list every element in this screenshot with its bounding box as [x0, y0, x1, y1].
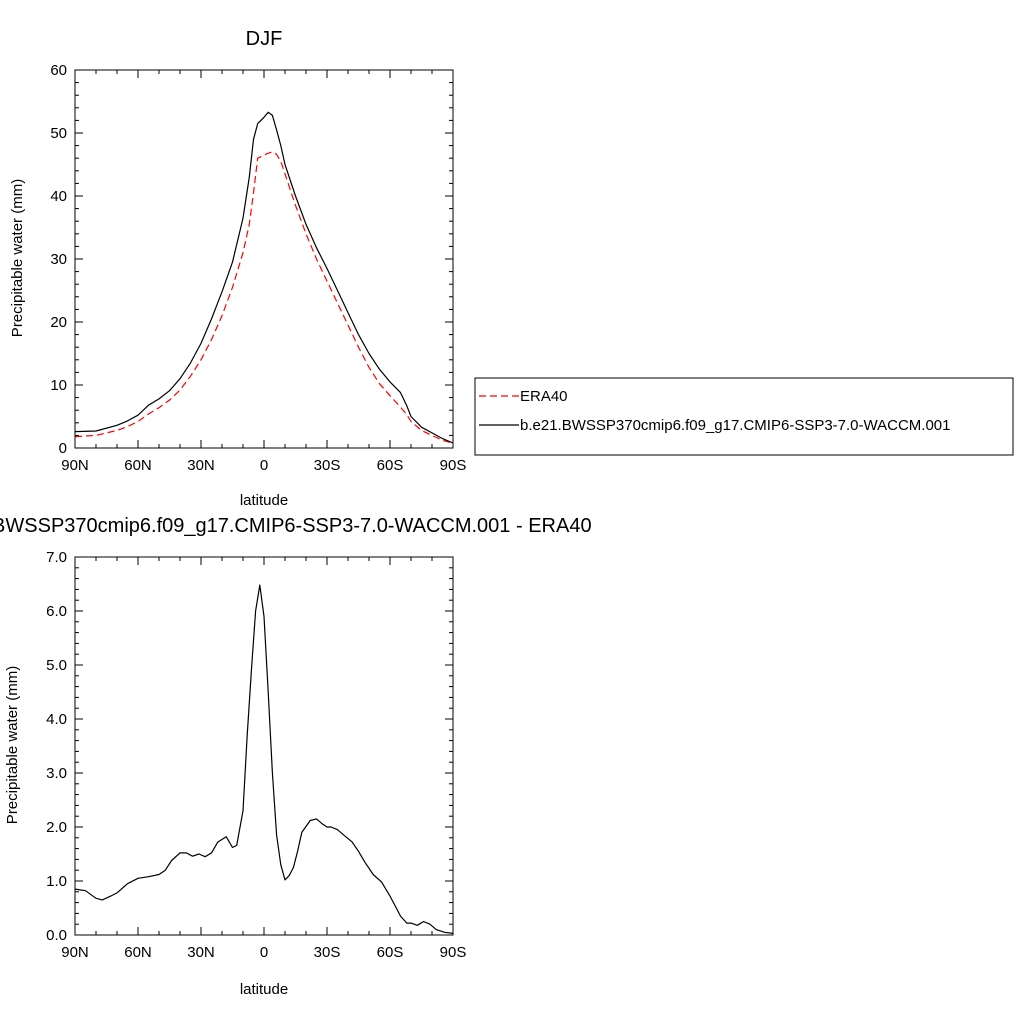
top-panel-y-tick-label: 0	[59, 440, 67, 457]
top-panel-x-ticks: 90N 60N 30N 0 30S 60S 90S	[61, 70, 466, 474]
top-panel-y-tick-label: 50	[50, 125, 67, 142]
top-panel-x-tick-label: 90N	[61, 457, 89, 474]
legend-box	[474, 377, 1014, 456]
bottom-panel-x-axis-label: latitude	[240, 981, 288, 998]
top-panel-y-tick-label: 40	[50, 188, 67, 205]
top-panel-y-tick-label: 10	[50, 377, 67, 394]
top-panel-y-axis-label: Precipitable water (mm)	[9, 179, 26, 337]
bottom-panel-y-tick-label: 0.0	[46, 927, 67, 944]
bottom-panel-series	[74, 584, 454, 934]
bottom-panel-x-tick-label: 90S	[440, 944, 467, 961]
bottom-panel-y-tick-label: 4.0	[46, 711, 67, 728]
top-panel-x-tick-label: 30N	[187, 457, 215, 474]
top-panel-plot-frame	[74, 69, 454, 449]
top-panel-y-tick-label: 20	[50, 314, 67, 331]
bottom-panel-y-tick-label: 2.0	[46, 819, 67, 836]
bottom-panel-x-tick-label: 90N	[61, 944, 89, 961]
top-panel-x-tick-label: 60S	[377, 457, 404, 474]
bottom-panel-y-ticks: 0.0 1.0 2.0 3.0 4.0 5.0 6.0 7.0	[46, 549, 453, 944]
top-panel-y-tick-label: 60	[50, 62, 67, 79]
bottom-panel-series-line-a	[74, 584, 454, 934]
top-panel-x-tick-label: 60N	[124, 457, 152, 474]
bottom-panel: b.e21.BWSSP370cmip6.f09_g17.CMIP6-SSP3-7…	[0, 515, 592, 998]
top-panel-title: DJF	[246, 28, 283, 50]
legend-label-era40: ERA40	[520, 388, 568, 405]
legend: ERA40 b.e21.BWSSP370cmip6.f09_g17.CMIP6-…	[474, 377, 1014, 456]
bottom-panel-y-tick-label: 6.0	[46, 603, 67, 620]
legend-label-model: b.e21.BWSSP370cmip6.f09_g17.CMIP6-SSP3-7…	[520, 417, 950, 434]
top-panel-y-tick-label: 30	[50, 251, 67, 268]
bottom-panel-y-axis-label: Precipitable water (mm)	[4, 666, 21, 824]
bottom-panel-y-tick-label: 7.0	[46, 549, 67, 566]
bottom-panel-x-tick-label: 60S	[377, 944, 404, 961]
bottom-panel-y-tick-label: 3.0	[46, 765, 67, 782]
bottom-panel-x-tick-label: 30N	[187, 944, 215, 961]
top-panel-series-line-a	[74, 151, 454, 444]
bottom-panel-y-tick-label: 5.0	[46, 657, 67, 674]
top-panel: DJF latitude Precipitable water (mm) 90N…	[9, 28, 466, 509]
top-panel-x-tick-label: 30S	[314, 457, 341, 474]
top-panel-x-tick-label: 90S	[440, 457, 467, 474]
top-panel-series-line-b	[74, 111, 454, 444]
bottom-panel-y-tick-label: 1.0	[46, 873, 67, 890]
top-panel-series	[74, 111, 454, 444]
bottom-panel-x-ticks: 90N 60N 30N 0 30S 60S 90S	[61, 557, 466, 961]
top-panel-x-tick-label: 0	[260, 457, 268, 474]
top-panel-x-axis-label: latitude	[240, 492, 288, 509]
bottom-panel-title: b.e21.BWSSP370cmip6.f09_g17.CMIP6-SSP3-7…	[0, 515, 592, 537]
bottom-panel-x-tick-label: 60N	[124, 944, 152, 961]
bottom-panel-x-tick-label: 30S	[314, 944, 341, 961]
bottom-panel-plot-frame	[74, 556, 454, 936]
bottom-panel-x-tick-label: 0	[260, 944, 268, 961]
